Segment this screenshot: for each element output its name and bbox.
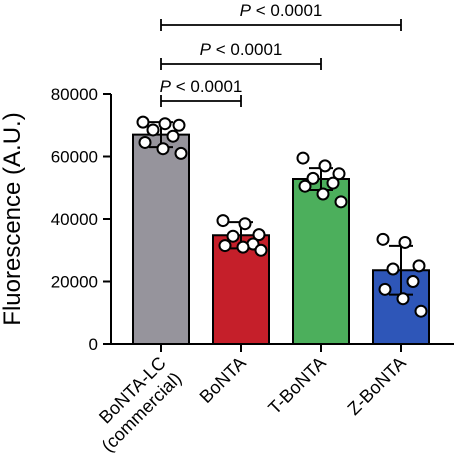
data-point-2-5 <box>298 179 312 193</box>
y-axis-label: Fluorescence (A.U.) <box>0 112 26 325</box>
sig-label-p-2: P <box>240 1 252 20</box>
data-point-3-5 <box>378 282 392 296</box>
data-point-2-4 <box>326 176 340 190</box>
sig-label-1: P < 0.0001 <box>200 40 283 59</box>
sig-label-0: P < 0.0001 <box>160 77 243 96</box>
sig-label-value-2: < 0.0001 <box>251 1 322 20</box>
sig-label-value-1: < 0.0001 <box>211 40 282 59</box>
x-tick-label-line-3-0: Z-BoNTA <box>344 353 410 419</box>
points-layer <box>136 115 428 318</box>
data-point-1-1 <box>238 217 252 231</box>
data-point-0-7 <box>174 146 188 160</box>
y-tick-label-3: 60000 <box>51 148 98 167</box>
y-tick-label-2: 40000 <box>51 210 98 229</box>
data-point-0-3 <box>146 123 160 137</box>
data-point-3-0 <box>376 232 390 246</box>
sig-label-p-1: P <box>200 40 212 59</box>
data-point-3-2 <box>412 259 426 273</box>
data-point-3-6 <box>396 292 410 306</box>
data-point-1-5 <box>218 239 232 253</box>
data-point-1-6 <box>236 240 250 254</box>
data-point-1-2 <box>252 228 266 242</box>
sig-label-value-0: < 0.0001 <box>171 77 242 96</box>
x-tick-label-1: BoNTA <box>196 353 250 407</box>
data-point-2-2 <box>332 167 346 181</box>
data-point-1-7 <box>254 243 268 257</box>
data-point-0-5 <box>138 135 152 149</box>
x-tick-label-2: T-BoNTA <box>264 353 330 419</box>
data-point-3-7 <box>414 304 428 318</box>
sig-label-p-0: P <box>160 77 172 96</box>
data-point-2-6 <box>316 187 330 201</box>
data-point-2-1 <box>318 159 332 173</box>
data-point-0-6 <box>156 142 170 156</box>
bar-0 <box>132 133 190 345</box>
x-tick-label-line-2-0: T-BoNTA <box>264 353 330 419</box>
data-point-3-1 <box>398 235 412 249</box>
data-point-0-1 <box>158 117 172 131</box>
sig-label-2: P < 0.0001 <box>240 1 323 20</box>
x-tick-label-0: BoNTA-LC(commercial) <box>82 353 185 456</box>
data-point-2-0 <box>296 151 310 165</box>
data-point-1-0 <box>216 214 230 228</box>
data-point-1-3 <box>226 229 240 243</box>
y-tick-label-1: 20000 <box>51 273 98 292</box>
data-point-3-4 <box>406 275 420 288</box>
y-tick-label-4: 80000 <box>51 85 98 104</box>
data-point-2-3 <box>306 171 320 185</box>
y-tick-label-0: 0 <box>89 335 98 354</box>
data-point-0-2 <box>172 118 186 132</box>
x-tick-label-line-1-0: BoNTA <box>196 353 250 407</box>
x-tick-label-3: Z-BoNTA <box>344 353 410 419</box>
data-point-0-0 <box>136 115 150 129</box>
data-point-0-4 <box>166 129 180 143</box>
data-point-3-3 <box>386 262 400 276</box>
data-point-2-7 <box>334 195 348 209</box>
